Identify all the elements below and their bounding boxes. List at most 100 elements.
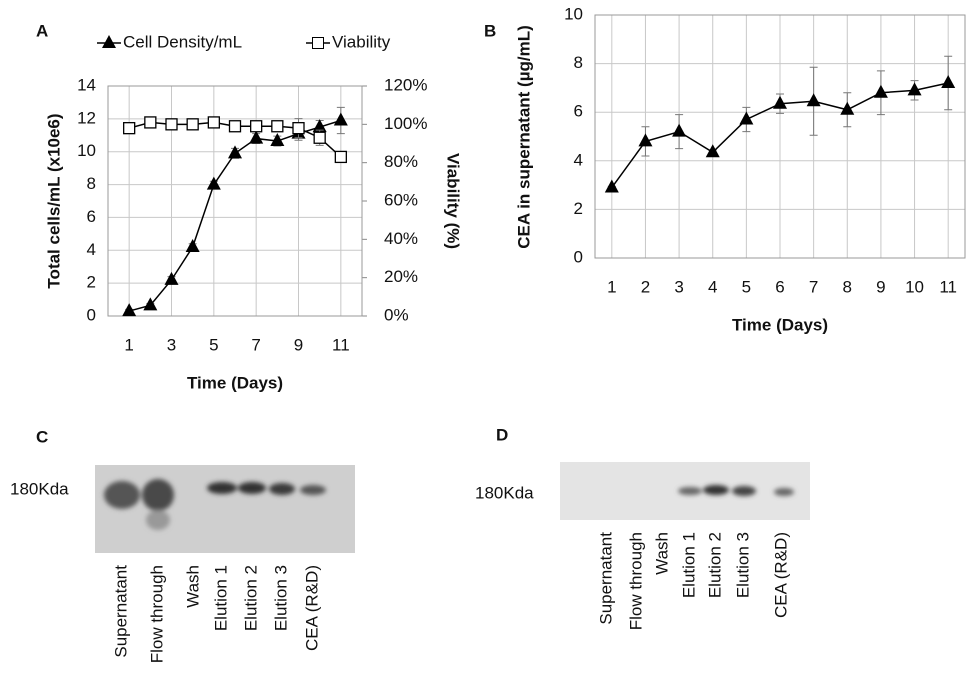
marker <box>672 123 687 137</box>
y-tick-label: 4 <box>87 240 96 259</box>
marker <box>164 271 179 285</box>
lane-label: Supernatant <box>111 565 130 658</box>
lane-label: Wash <box>652 532 671 575</box>
x-tick-label: 9 <box>294 335 303 354</box>
x-tick-label: 11 <box>939 277 957 296</box>
marker <box>739 111 754 125</box>
x-tick-label: 3 <box>674 277 683 296</box>
marker <box>313 131 326 144</box>
y-tick-label: 14 <box>77 75 96 94</box>
marker <box>270 133 285 147</box>
lane-label: CEA (R&D) <box>302 565 321 651</box>
panel-label: D <box>496 425 508 444</box>
marker <box>312 119 327 133</box>
x-tick-label: 6 <box>775 277 784 296</box>
marker <box>907 82 922 96</box>
marker <box>185 239 200 252</box>
marker <box>773 95 787 109</box>
lane-label: Elution 3 <box>733 532 752 598</box>
marker <box>207 116 220 129</box>
lane-label: Elution 3 <box>271 565 290 631</box>
x-tick-label: 2 <box>641 277 650 296</box>
lane-label: CEA (R&D) <box>771 532 790 618</box>
marker <box>249 130 264 144</box>
y-tick-label: 10 <box>564 4 583 23</box>
y2-axis-label: Viability (%) <box>444 153 463 249</box>
marker <box>143 297 158 311</box>
marker <box>292 122 305 135</box>
y-tick-label: 2 <box>574 199 583 218</box>
x-tick-label: 10 <box>905 277 924 296</box>
marker <box>840 101 855 115</box>
x-tick-label: 9 <box>876 277 885 296</box>
legend-marker <box>312 37 324 49</box>
marker <box>165 118 178 131</box>
x-tick-label: 8 <box>843 277 852 296</box>
panel-label: B <box>484 21 496 40</box>
marker <box>228 120 242 133</box>
lane-label: Flow through <box>626 532 645 630</box>
marker <box>271 120 284 133</box>
lane-label: Flow through <box>147 565 166 663</box>
x-tick-label: 1 <box>124 335 133 354</box>
lane-label: Elution 1 <box>211 565 230 631</box>
y2-tick-label: 100% <box>384 114 427 133</box>
y2-tick-label: 40% <box>384 229 418 248</box>
plot-frame <box>594 14 966 259</box>
y-tick-label: 8 <box>574 53 583 72</box>
x-tick-label: 11 <box>332 335 350 354</box>
marker <box>806 93 821 107</box>
y-tick-label: 6 <box>574 102 583 121</box>
legend-label: Cell Density/mL <box>123 32 242 51</box>
marker <box>206 176 221 190</box>
y-tick-label: 2 <box>87 273 96 292</box>
legend-marker <box>102 35 116 48</box>
marker <box>122 303 137 317</box>
x-axis-label: Time (Days) <box>187 373 283 392</box>
y-tick-label: 8 <box>87 174 96 193</box>
y-axis-label: Total cells/mL (x10e6) <box>44 113 63 288</box>
marker <box>941 75 956 89</box>
lane-label: Supernatant <box>596 532 615 625</box>
y-tick-label: 0 <box>574 247 583 266</box>
marker <box>250 120 263 133</box>
panel-label: C <box>36 427 48 446</box>
y2-tick-label: 0% <box>384 305 409 324</box>
y-tick-label: 0 <box>87 305 96 324</box>
y-tick-label: 4 <box>574 150 583 169</box>
x-tick-label: 7 <box>809 277 818 296</box>
y-tick-label: 6 <box>87 207 96 226</box>
y-tick-label: 10 <box>77 141 96 160</box>
marker <box>604 179 619 193</box>
y-tick-label: 12 <box>77 108 96 127</box>
x-tick-label: 5 <box>742 277 751 296</box>
blot-bands <box>104 479 326 530</box>
size-marker: 180Kda <box>475 483 534 502</box>
y2-tick-label: 20% <box>384 267 418 286</box>
x-tick-label: 7 <box>251 335 260 354</box>
plot-frame <box>107 85 363 317</box>
marker <box>638 133 653 147</box>
x-tick-label: 1 <box>607 277 616 296</box>
y2-tick-label: 120% <box>384 75 427 94</box>
marker <box>144 116 157 129</box>
marker <box>123 122 136 135</box>
panel-label: A <box>36 21 48 40</box>
lane-label: Elution 2 <box>241 565 260 631</box>
y2-tick-label: 80% <box>384 152 418 171</box>
x-tick-label: 3 <box>167 335 176 354</box>
marker <box>186 118 199 131</box>
blot-bands <box>678 485 794 496</box>
y-axis-label: CEA in supernatant (µg/mL) <box>514 25 533 249</box>
marker <box>705 144 720 158</box>
marker <box>228 145 242 159</box>
blot-membrane <box>95 465 355 553</box>
marker <box>333 112 348 126</box>
marker <box>873 84 888 98</box>
x-axis-label: Time (Days) <box>732 315 828 334</box>
lane-label: Wash <box>183 565 202 608</box>
x-tick-label: 5 <box>209 335 218 354</box>
y2-tick-label: 60% <box>384 190 418 209</box>
lane-label: Elution 2 <box>705 532 724 598</box>
